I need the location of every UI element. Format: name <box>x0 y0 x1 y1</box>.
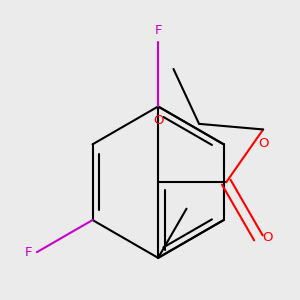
Text: F: F <box>154 24 162 37</box>
Text: O: O <box>153 114 164 127</box>
Text: O: O <box>258 137 268 150</box>
Text: O: O <box>262 231 273 244</box>
Text: F: F <box>25 246 32 259</box>
